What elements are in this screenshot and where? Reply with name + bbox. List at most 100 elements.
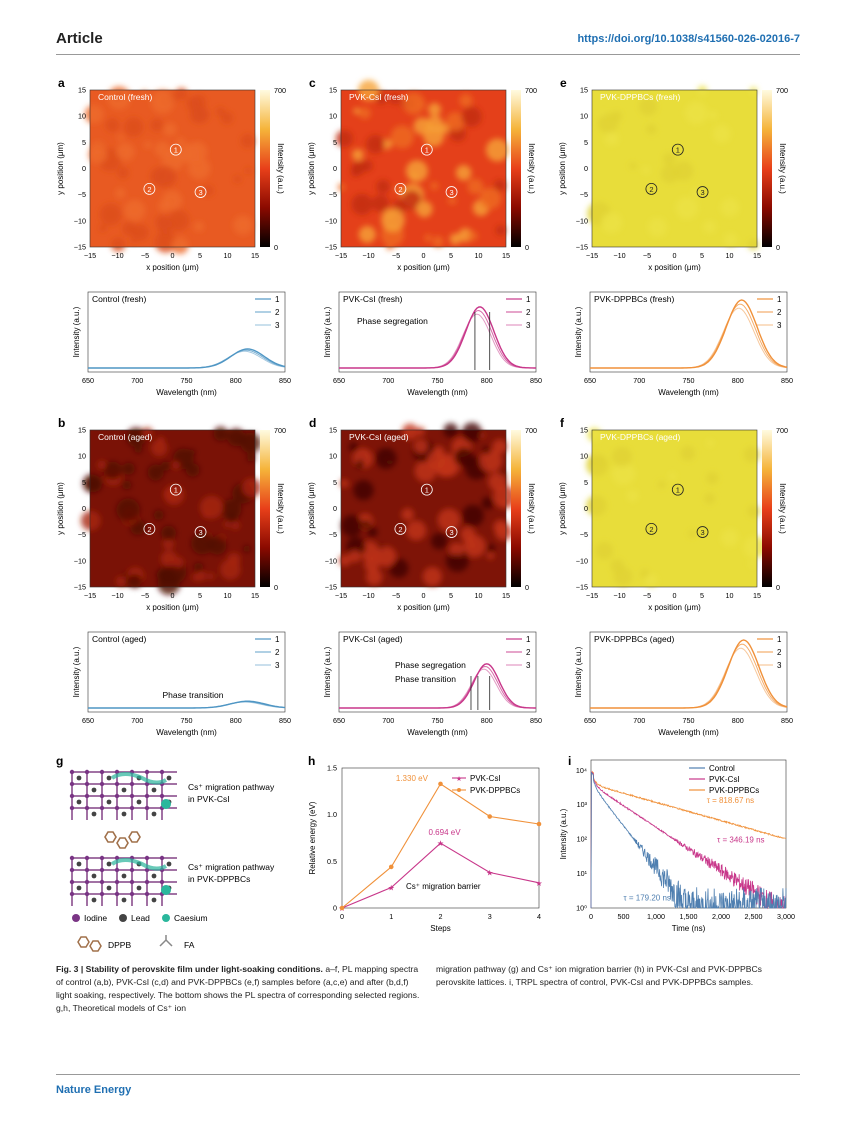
- pl-spectrum-panel-4: Control (aged) 1 2 3 Phase transition 650 700 7…: [72, 631, 291, 737]
- x-tick-label: −5: [141, 251, 149, 260]
- spectrum-line-3: [590, 307, 788, 369]
- caption-title: Fig. 3 | Stability of perovskite film un…: [56, 964, 323, 974]
- x-axis-label: Wavelength (nm): [156, 728, 217, 737]
- map-spot: [220, 111, 234, 125]
- x-tick-label: −5: [392, 251, 400, 260]
- colorbar-min: 0: [274, 243, 278, 252]
- map-spot: [461, 422, 482, 443]
- map-spot: [364, 556, 380, 573]
- region-marker: [445, 186, 458, 198]
- y-tick-label: 0: [584, 504, 588, 513]
- legend-label: 3: [777, 321, 782, 330]
- map-spot: [587, 427, 602, 442]
- map-spot: [231, 521, 240, 530]
- iodine-atom: [129, 805, 135, 811]
- map-spot: [706, 472, 719, 485]
- map-spot: [123, 199, 146, 222]
- x-tick-label: 850: [530, 716, 542, 725]
- h-point-star: ★: [437, 839, 444, 848]
- y-tick-label: 10: [580, 112, 588, 121]
- x-tick-label: 650: [584, 376, 596, 385]
- x-tick-label: 700: [633, 376, 645, 385]
- pl-spectrum-panel-6: PVK-DPPBCs (aged) 1 2 3 650 700 750 800 850 Wavel…: [574, 631, 793, 737]
- caesium-atom: [161, 799, 171, 809]
- dppb-swatch: [77, 936, 90, 948]
- map-spot: [117, 134, 125, 141]
- region-marker-label: 2: [649, 525, 653, 534]
- iodine-atom: [114, 891, 120, 897]
- y-tick-label: 10: [329, 452, 337, 461]
- x-tick-label: 10: [726, 591, 734, 600]
- map-spot: [147, 464, 164, 481]
- map-spot: [481, 189, 488, 196]
- map-spot: [459, 93, 473, 108]
- y-tick-label: 0: [333, 164, 337, 173]
- map-spot: [447, 197, 454, 204]
- h-legend-label: PVK-CsI: [470, 774, 501, 783]
- y-tick-label: −15: [576, 583, 588, 592]
- x-axis-label: Wavelength (nm): [407, 388, 468, 397]
- region-marker-label: 3: [449, 528, 453, 537]
- y-tick-label: 5: [584, 138, 588, 147]
- x-tick-label: 10: [475, 251, 483, 260]
- i-annotation-control: τ = 179.20 ns: [624, 893, 671, 902]
- h-point-circle: [438, 781, 443, 787]
- spectrum-line-1: [590, 299, 788, 369]
- map-spot: [84, 104, 104, 124]
- lead-atom: [91, 897, 97, 903]
- x-tick-label: −5: [392, 591, 400, 600]
- map-spot: [134, 445, 143, 454]
- iodine-atom: [99, 867, 105, 873]
- lead-atom: [76, 861, 82, 867]
- colorbar-max: 700: [525, 86, 537, 95]
- map-spot: [613, 567, 633, 586]
- legend-label: 3: [526, 661, 531, 670]
- iodine-atom: [159, 769, 165, 775]
- map-spot: [190, 532, 214, 555]
- region-marker-label: 1: [174, 486, 178, 495]
- region-marker-label: 1: [676, 146, 680, 155]
- colorbar: [511, 430, 521, 587]
- spectrum-line-2: [590, 303, 788, 369]
- map-spot: [461, 504, 484, 527]
- map-spot: [416, 426, 426, 436]
- map-spot: [153, 509, 165, 521]
- y-axis-label: Intensity (a.u.): [323, 306, 332, 357]
- panel-label: e: [560, 76, 567, 90]
- lead-atom: [121, 787, 127, 793]
- map-spot: [115, 188, 126, 199]
- map-spot: [127, 573, 142, 588]
- map-spot: [419, 101, 426, 108]
- map-spot: [355, 460, 365, 469]
- map-spot: [669, 472, 677, 480]
- x-tick-label: 850: [279, 376, 291, 385]
- region-marker-label: 2: [398, 525, 402, 534]
- panel-label: g: [56, 754, 63, 768]
- h-point-star: ★: [388, 883, 395, 892]
- y-tick-label: −10: [325, 216, 337, 225]
- x-axis-label: x position (μm): [648, 263, 701, 272]
- x-tick-label: −5: [141, 591, 149, 600]
- iodine-swatch: [72, 914, 80, 922]
- map-spot: [245, 167, 252, 175]
- lead-atom: [121, 873, 127, 879]
- y-axis-label: y position (μm): [56, 142, 65, 195]
- y-tick-label: 10: [78, 112, 86, 121]
- region-marker-label: 1: [676, 486, 680, 495]
- region-marker: [394, 523, 407, 535]
- iodine-atom: [129, 879, 135, 885]
- y-axis-label: y position (μm): [558, 142, 567, 195]
- region-marker: [671, 143, 684, 156]
- doi-link[interactable]: https://doi.org/10.1038/s41560-026-02016…: [577, 33, 800, 45]
- iodine-atom: [114, 781, 120, 787]
- y-tick-label: 0: [333, 504, 337, 513]
- map-spot: [341, 514, 363, 537]
- spectrum-frame: [338, 631, 537, 713]
- x-tick-label: −5: [643, 251, 651, 260]
- map-spot: [704, 493, 716, 504]
- region-marker-label: 3: [449, 188, 453, 197]
- x-axis-label: x position (μm): [146, 603, 199, 612]
- i-y-tick: 10²: [577, 835, 588, 844]
- colorbar-min: 0: [525, 243, 529, 252]
- map-spot: [242, 478, 262, 498]
